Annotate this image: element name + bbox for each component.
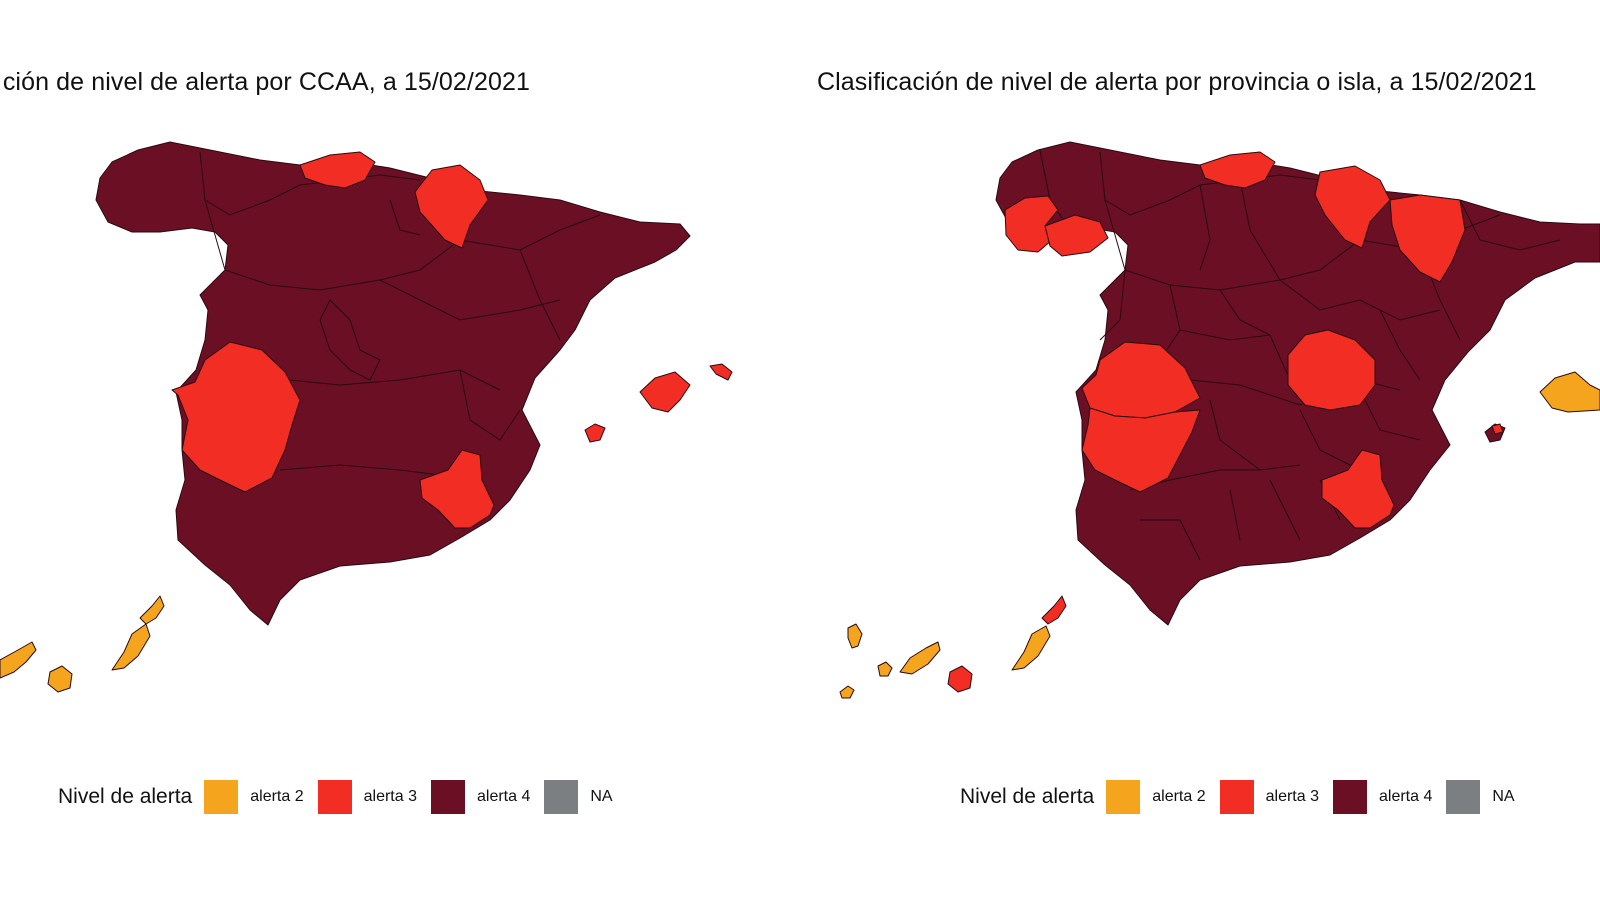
region-menorca	[709, 363, 733, 381]
region-peninsula	[95, 141, 691, 626]
legend-label: NA	[590, 788, 613, 805]
legend-item-alerta-3: alerta 3	[1219, 780, 1319, 814]
legend-label: NA	[1492, 788, 1515, 805]
region-ibiza-detail	[1491, 423, 1504, 435]
region-fuerteventura	[1011, 625, 1051, 671]
region-ourense-area	[1044, 214, 1109, 257]
region-mallorca	[1539, 371, 1600, 413]
region-la-gomera	[877, 661, 893, 677]
legend-swatch	[544, 780, 579, 814]
legend-item-alerta-3: alerta 3	[317, 780, 417, 814]
legend: Nivel de alerta alerta 2 alerta 3 alerta…	[58, 780, 627, 814]
region-navarra	[1314, 165, 1391, 249]
legend: Nivel de alerta alerta 2 alerta 3 alerta…	[960, 780, 1529, 814]
region-ibiza	[584, 423, 606, 443]
legend-item-alerta-2: alerta 2	[1106, 780, 1206, 814]
region-lanzarote	[1041, 595, 1067, 625]
legend-label: alerta 4	[1378, 788, 1433, 805]
legend-swatch	[1332, 780, 1367, 814]
legend-swatch	[430, 780, 465, 814]
region-extremadura	[171, 341, 301, 493]
region-gran-canaria	[947, 665, 973, 693]
region-murcia	[419, 449, 495, 529]
region-navarra	[414, 164, 489, 249]
map-panel-ccaa: ción de nivel de alerta por CCAA, a 15/0…	[0, 68, 733, 814]
legend-swatch	[1446, 780, 1481, 814]
legend-item-alerta-2: alerta 2	[204, 780, 304, 814]
legend-item-na: NA	[544, 780, 613, 814]
legend-label: alerta 2	[1152, 788, 1206, 805]
map-title: Clasificación de nivel de alerta por pro…	[817, 68, 1537, 96]
legend-swatch	[317, 780, 352, 814]
legend-swatch	[204, 780, 239, 814]
legend-label: alerta 3	[1265, 788, 1319, 805]
legend-title: Nivel de alerta	[58, 785, 193, 808]
region-la-palma	[847, 623, 863, 649]
region-tenerife	[899, 641, 941, 675]
legend-label: alerta 4	[476, 788, 531, 805]
region-cantabria	[1199, 151, 1276, 189]
spain-map-ccaa	[0, 141, 733, 693]
map-title: ción de nivel de alerta por CCAA, a 15/0…	[2, 68, 530, 96]
legend-label: alerta 3	[363, 788, 417, 805]
region-canarias-4	[139, 595, 165, 625]
legend-swatch	[1106, 780, 1141, 814]
legend-label: alerta 2	[250, 788, 304, 805]
region-mallorca	[639, 371, 691, 413]
region-cantabria	[299, 151, 376, 189]
ccaa-borders	[199, 151, 601, 476]
legend-item-alerta-4: alerta 4	[430, 780, 531, 814]
region-cuenca	[1287, 329, 1376, 411]
legend-title: Nivel de alerta	[960, 785, 1095, 808]
legend-item-alerta-4: alerta 4	[1332, 780, 1433, 814]
map-panel-provincias: Clasificación de nivel de alerta por pro…	[800, 0, 1600, 900]
region-murcia	[1321, 449, 1395, 529]
region-canarias-3	[111, 623, 151, 671]
spain-map-provincias	[839, 141, 1600, 699]
region-el-hierro	[839, 685, 855, 699]
region-badajoz	[1081, 407, 1201, 493]
region-canarias-1	[0, 641, 37, 679]
legend-item-na: NA	[1446, 780, 1515, 814]
legend-swatch	[1219, 780, 1254, 814]
region-canarias-2	[47, 665, 73, 693]
region-huesca	[1389, 194, 1466, 283]
